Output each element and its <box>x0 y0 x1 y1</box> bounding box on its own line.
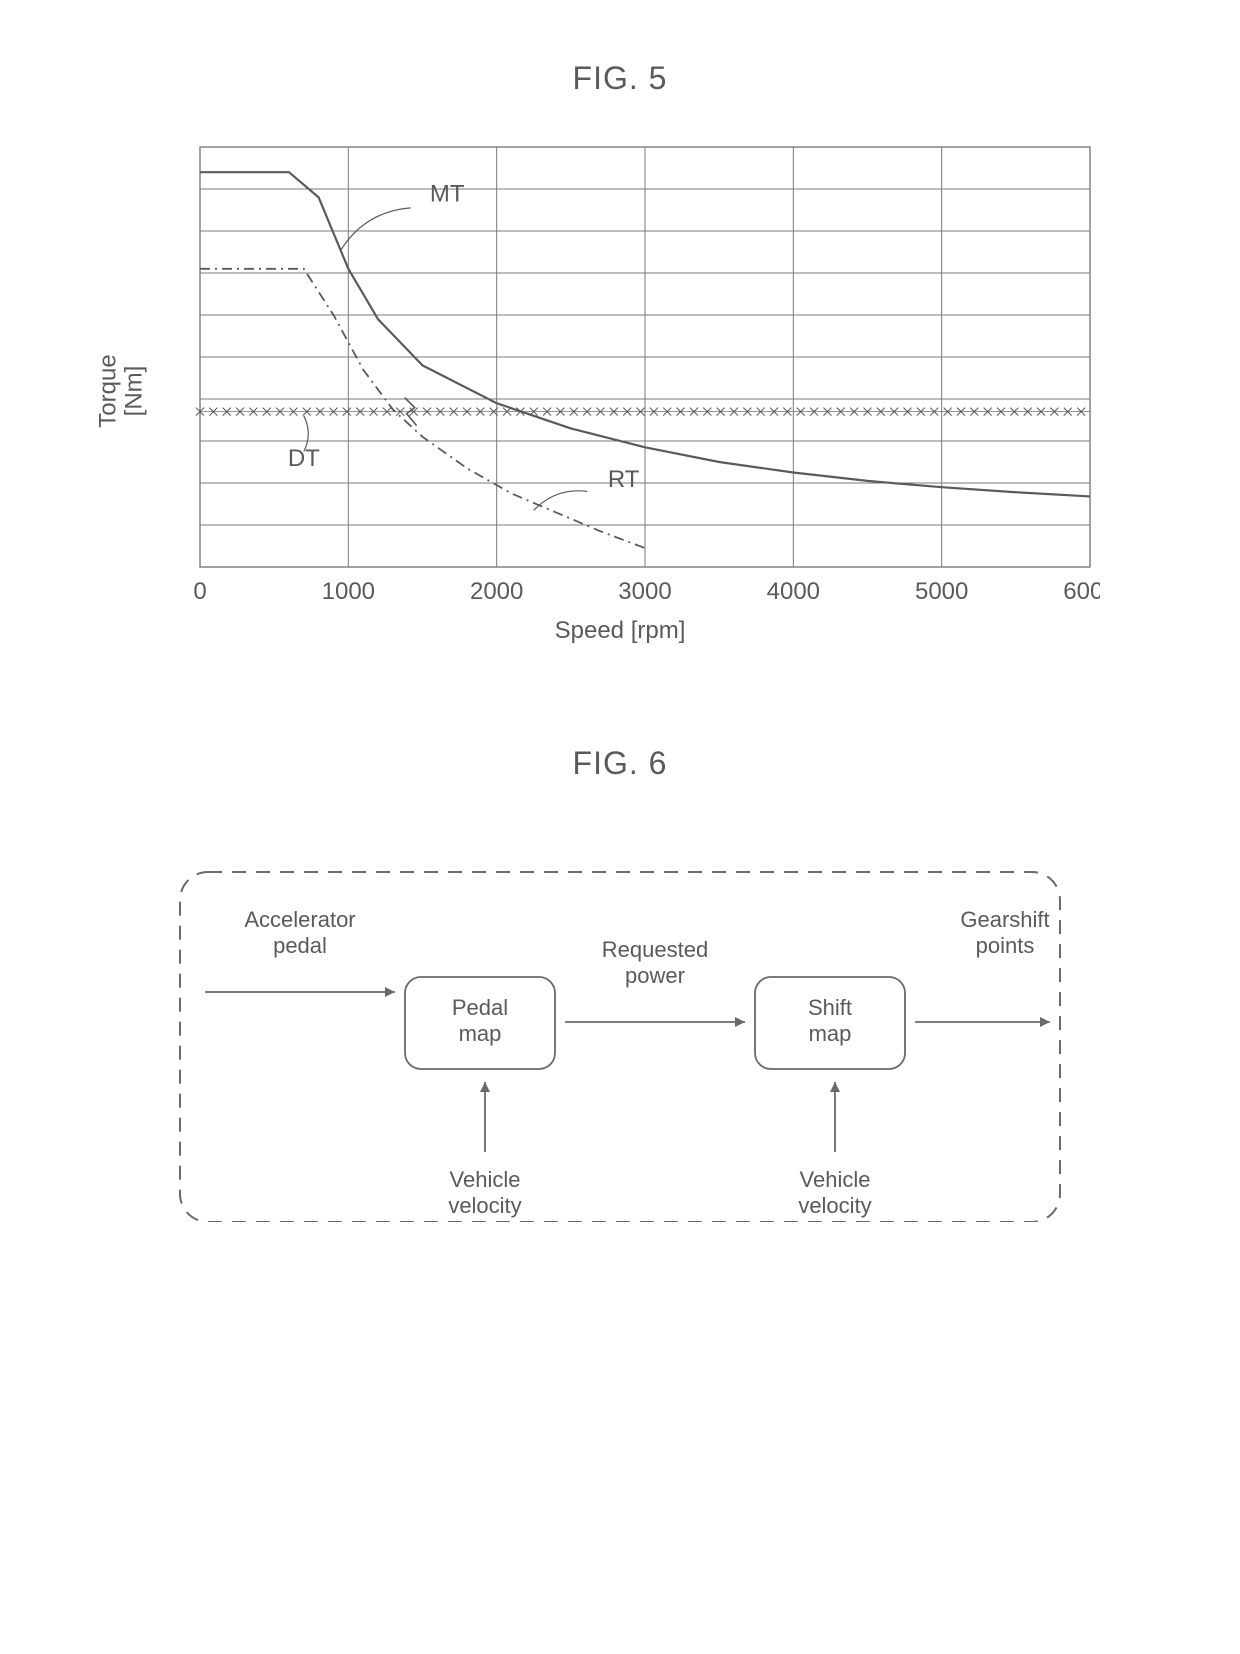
fig5-chart: Torque [Nm] 0100020003000400050006000MTR… <box>140 137 1100 645</box>
fig5-xlabel: Speed [rpm] <box>140 617 1100 645</box>
svg-text:0: 0 <box>193 578 206 605</box>
svg-text:Accelerator: Accelerator <box>244 907 355 932</box>
svg-text:points: points <box>976 933 1035 958</box>
svg-text:4000: 4000 <box>767 578 820 605</box>
svg-text:RT: RT <box>608 466 640 493</box>
svg-text:MT: MT <box>430 181 465 208</box>
fig6-svg: PedalmapShiftmapAcceleratorpedalVehiclev… <box>150 822 1090 1222</box>
svg-text:Gearshift: Gearshift <box>960 907 1049 932</box>
svg-text:5000: 5000 <box>915 578 968 605</box>
svg-text:velocity: velocity <box>798 1193 871 1218</box>
fig5-ylabel: Torque [Nm] <box>95 354 148 427</box>
svg-text:velocity: velocity <box>448 1193 521 1218</box>
svg-text:power: power <box>625 963 685 988</box>
fig5-title: FIG. 5 <box>60 60 1180 97</box>
svg-text:3000: 3000 <box>618 578 671 605</box>
ylabel-line1: Torque <box>94 354 121 427</box>
svg-text:map: map <box>459 1021 502 1046</box>
svg-text:DT: DT <box>288 445 320 472</box>
svg-text:2000: 2000 <box>470 578 523 605</box>
svg-text:Requested: Requested <box>602 937 708 962</box>
fig5-svg: 0 1000 2000 3000 4000 5000 6000 MT RT DT <box>140 137 1100 607</box>
svg-text:Pedal: Pedal <box>452 995 508 1020</box>
fig6-title: FIG. 6 <box>60 745 1180 782</box>
svg-text:Vehicle: Vehicle <box>450 1167 521 1192</box>
svg-text:pedal: pedal <box>273 933 327 958</box>
ylabel-line2: [Nm] <box>121 366 148 417</box>
svg-text:Shift: Shift <box>808 995 852 1020</box>
fig6-diagram: PedalmapShiftmapAcceleratorpedalVehiclev… <box>150 822 1090 1182</box>
svg-text:6000: 6000 <box>1063 578 1100 605</box>
svg-text:map: map <box>809 1021 852 1046</box>
svg-text:1000: 1000 <box>322 578 375 605</box>
svg-text:Vehicle: Vehicle <box>800 1167 871 1192</box>
